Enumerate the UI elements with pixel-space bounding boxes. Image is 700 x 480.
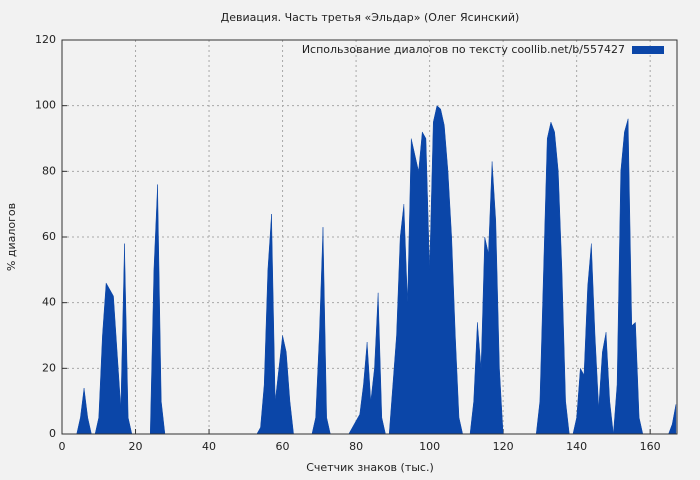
x-tick-label: 40 xyxy=(202,440,216,453)
x-tick-label: 20 xyxy=(129,440,143,453)
x-tick-label: 140 xyxy=(566,440,587,453)
x-axis-label: Счетчик знаков (тыс.) xyxy=(306,461,434,474)
y-axis-label: % диалогов xyxy=(5,203,18,271)
y-tick-label: 0 xyxy=(49,427,56,440)
x-tick-label: 120 xyxy=(493,440,514,453)
y-tick-label: 120 xyxy=(35,33,56,46)
x-tick-label: 0 xyxy=(59,440,66,453)
x-tick-label: 80 xyxy=(349,440,363,453)
y-tick-label: 60 xyxy=(42,230,56,243)
legend-label: Использование диалогов по тексту coollib… xyxy=(302,43,625,56)
plot-frame xyxy=(61,39,678,435)
y-tick-label: 80 xyxy=(42,164,56,177)
x-tick-label: 160 xyxy=(640,440,661,453)
y-tick-label: 20 xyxy=(42,361,56,374)
x-tick-label: 60 xyxy=(276,440,290,453)
y-tick-label: 40 xyxy=(42,296,56,309)
x-tick-label: 100 xyxy=(419,440,440,453)
legend-swatch xyxy=(632,46,664,54)
chart-title: Девиация. Часть третья «Эльдар» (Олег Яс… xyxy=(221,11,520,24)
y-tick-label: 100 xyxy=(35,99,56,112)
